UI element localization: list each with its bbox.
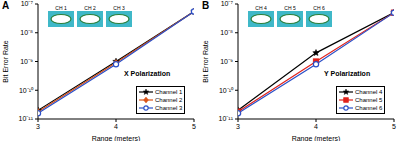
svg-text:Range (meters): Range (meters) [292,135,341,141]
html-text:CH 2: CH 2 [84,5,96,11]
html-text:Channel 3: Channel 3 [155,105,183,111]
svg-text:10⁻¹⁰: 10⁻¹⁰ [219,87,234,94]
html-text:CH 4: CH 4 [255,5,267,11]
svg-text:10⁻⁸: 10⁻⁸ [20,29,33,36]
svg-text:10⁻¹⁰: 10⁻¹⁰ [19,87,34,94]
html-text:Channel 4: Channel 4 [355,89,383,95]
svg-text:10⁻¹¹: 10⁻¹¹ [219,115,234,122]
svg-text:3: 3 [36,123,40,130]
html-text:Channel 2: Channel 2 [155,97,183,103]
html-text:B: B [202,0,210,11]
html-text:Channel 5: Channel 5 [355,97,383,103]
html-text:CH 1: CH 1 [55,5,67,11]
svg-text:10⁻⁸: 10⁻⁸ [220,29,233,36]
svg-text:10⁻⁷: 10⁻⁷ [221,0,234,7]
svg-text:5: 5 [192,123,196,130]
svg-text:Bit Error Rate: Bit Error Rate [202,40,209,83]
svg-text:10⁻⁷: 10⁻⁷ [21,0,34,7]
svg-text:4: 4 [114,123,118,130]
html-text:X Polarization: X Polarization [124,70,171,77]
svg-text:10⁻¹¹: 10⁻¹¹ [19,115,34,122]
svg-text:4: 4 [314,123,318,130]
html-text:Y Polarization: Y Polarization [324,70,371,77]
html-text:Channel 6: Channel 6 [355,105,383,111]
svg-text:Bit Error Rate: Bit Error Rate [8,40,9,83]
html-text:A: A [2,0,10,11]
html-text:Channel 1: Channel 1 [155,89,183,95]
html-text:CH 3: CH 3 [113,5,125,11]
svg-text:10⁻⁹: 10⁻⁹ [220,58,233,65]
svg-text:Range (meters): Range (meters) [92,135,141,141]
html-text:CH 5: CH 5 [284,5,296,11]
html-text:CH 6: CH 6 [313,5,325,11]
svg-text:3: 3 [236,123,240,130]
svg-text:10⁻⁹: 10⁻⁹ [20,58,33,65]
